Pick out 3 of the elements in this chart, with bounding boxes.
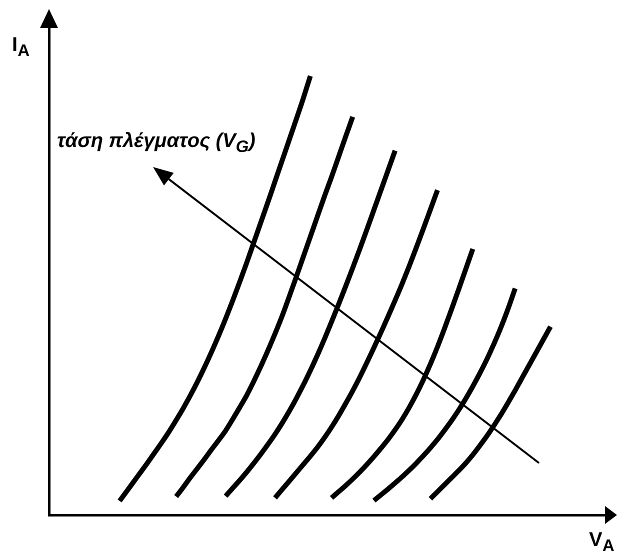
y-axis-title: I$_{A}$ bbox=[12, 34, 30, 61]
annotation: τάση πλέγματος (V$_{G}$) bbox=[57, 130, 256, 157]
x-axis-title: V$_{A}$ bbox=[589, 529, 614, 556]
